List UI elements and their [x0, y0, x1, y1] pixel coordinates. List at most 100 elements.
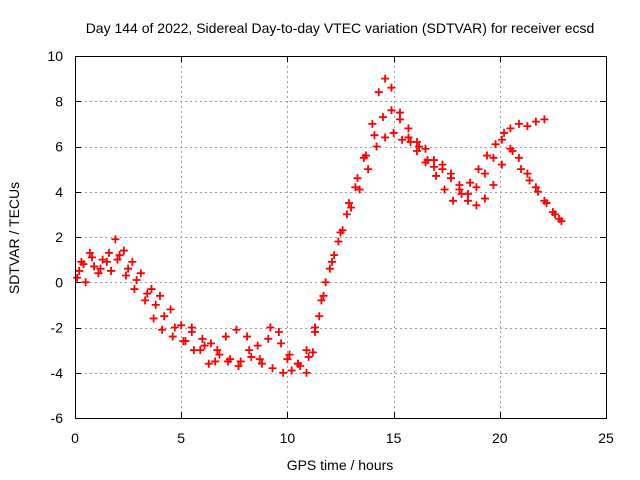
- data-point: [514, 119, 523, 128]
- x-tick-label: 20: [492, 430, 508, 446]
- data-point: [472, 183, 481, 192]
- data-point: [98, 255, 107, 264]
- data-point: [102, 257, 111, 266]
- data-point: [398, 135, 407, 144]
- data-point: [223, 357, 232, 366]
- data-point: [457, 190, 466, 199]
- data-point: [347, 203, 356, 212]
- data-point: [381, 133, 390, 142]
- data-point: [455, 180, 464, 189]
- data-point: [489, 153, 498, 162]
- data-point: [395, 115, 404, 124]
- y-tick-label: 0: [55, 274, 63, 290]
- data-point: [111, 235, 120, 244]
- data-point: [497, 135, 506, 144]
- data-point: [243, 332, 252, 341]
- data-point: [85, 248, 94, 257]
- data-point: [542, 199, 551, 208]
- data-point: [121, 271, 130, 280]
- data-point: [491, 140, 500, 149]
- data-point: [525, 176, 534, 185]
- data-point: [315, 312, 324, 321]
- data-point: [196, 346, 205, 355]
- data-point: [215, 350, 224, 359]
- data-point: [364, 165, 373, 174]
- data-point: [200, 341, 209, 350]
- x-tick-label: 25: [598, 430, 614, 446]
- data-point: [500, 128, 509, 137]
- x-tick-label: 5: [177, 430, 185, 446]
- data-point: [321, 278, 330, 287]
- y-tick-labels: -6 -4 -2 0 2 4 6 8 10: [47, 48, 63, 426]
- x-tick-label: 0: [71, 430, 79, 446]
- data-point: [423, 156, 432, 165]
- data-point: [253, 341, 262, 350]
- data-point: [466, 178, 475, 187]
- data-point: [302, 346, 311, 355]
- data-point: [266, 323, 275, 332]
- data-point: [308, 348, 317, 357]
- data-point: [136, 269, 145, 278]
- data-point: [497, 160, 506, 169]
- data-point: [514, 153, 523, 162]
- data-point: [489, 180, 498, 189]
- data-point: [534, 187, 543, 196]
- data-point: [274, 328, 283, 337]
- data-point: [355, 185, 364, 194]
- data-point: [213, 346, 222, 355]
- data-point: [523, 122, 532, 131]
- data-point: [151, 300, 160, 309]
- y-tick-label: -2: [51, 320, 64, 336]
- data-point: [77, 257, 86, 266]
- data-point: [124, 264, 133, 273]
- data-point: [330, 251, 339, 260]
- data-point: [143, 289, 152, 298]
- y-tick-label: 10: [47, 48, 63, 64]
- data-point: [90, 262, 99, 271]
- data-point: [221, 332, 230, 341]
- data-point: [440, 185, 449, 194]
- data-point: [531, 183, 540, 192]
- data-point: [234, 361, 243, 370]
- data-point: [277, 339, 286, 348]
- data-point: [438, 160, 447, 169]
- data-point: [344, 199, 353, 208]
- data-point: [319, 291, 328, 300]
- data-point: [294, 359, 303, 368]
- data-point: [302, 368, 311, 377]
- y-tick-label: 2: [55, 229, 63, 245]
- data-point: [328, 257, 337, 266]
- data-point: [113, 255, 122, 264]
- x-tick-labels: 0 5 10 15 20 25: [71, 430, 614, 446]
- data-point: [245, 346, 254, 355]
- data-point: [132, 275, 141, 284]
- y-axis-label: SDTVAR / TECUs: [6, 182, 22, 294]
- data-point: [204, 359, 213, 368]
- data-point: [463, 196, 472, 205]
- data-point: [160, 312, 169, 321]
- data-point: [279, 368, 288, 377]
- data-point: [381, 74, 390, 83]
- data-point: [198, 334, 207, 343]
- data-point: [412, 147, 421, 156]
- data-point: [257, 359, 266, 368]
- data-point: [523, 169, 532, 178]
- y-tick-label: 8: [55, 93, 63, 109]
- data-point: [141, 296, 150, 305]
- data-point: [389, 128, 398, 137]
- data-point: [179, 337, 188, 346]
- data-point: [168, 332, 177, 341]
- data-point: [232, 325, 241, 334]
- data-point: [158, 325, 167, 334]
- data-point: [170, 323, 179, 332]
- x-axis-label: GPS time / hours: [287, 457, 394, 473]
- data-point: [351, 183, 360, 192]
- data-point: [370, 131, 379, 140]
- data-point: [517, 165, 526, 174]
- data-point: [374, 88, 383, 97]
- data-point: [480, 194, 489, 203]
- data-point: [540, 115, 549, 124]
- data-point: [247, 352, 256, 361]
- data-point: [334, 237, 343, 246]
